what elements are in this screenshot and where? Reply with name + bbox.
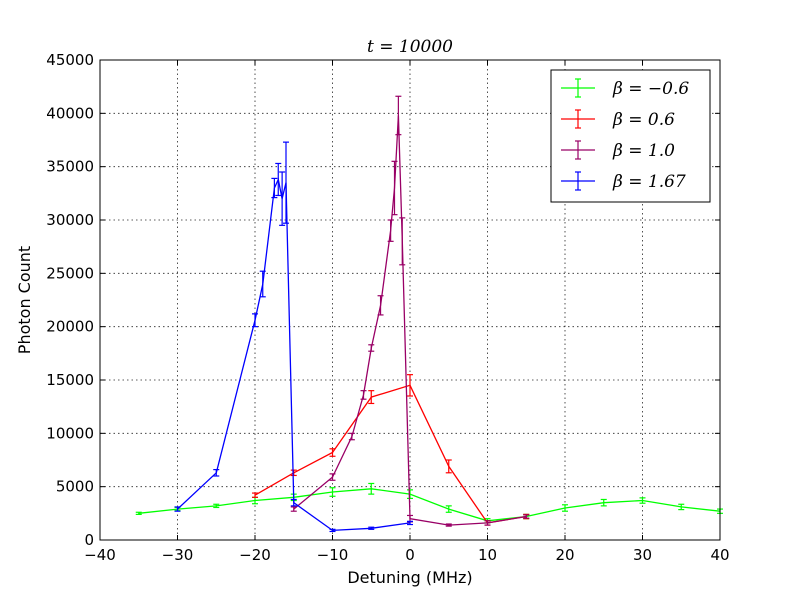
legend-item: β = 0.6 bbox=[561, 109, 675, 130]
y-axis-label: Photon Count bbox=[15, 246, 34, 354]
x-tick-label: −30 bbox=[162, 546, 194, 564]
data-point-errorbar bbox=[213, 469, 220, 477]
data-point-errorbar bbox=[445, 523, 452, 527]
data-point-errorbar bbox=[678, 503, 685, 511]
x-tick-label: −10 bbox=[317, 546, 349, 564]
legend-label: β = −0.6 bbox=[612, 79, 689, 99]
series-line bbox=[254, 384, 527, 524]
data-point-errorbar bbox=[174, 506, 181, 512]
x-axis-label: Detuning (MHz) bbox=[347, 568, 472, 587]
data-point-errorbar bbox=[639, 497, 646, 504]
x-tick-label: −20 bbox=[239, 546, 271, 564]
series-line bbox=[138, 488, 721, 522]
series-3 bbox=[290, 95, 530, 527]
legend: β = −0.6 β = 0.6 β = 1.0 β = 1.67 bbox=[550, 69, 711, 203]
data-point-errorbar bbox=[368, 344, 375, 352]
legend-label: β = 1.67 bbox=[612, 172, 686, 192]
data-point-errorbar bbox=[348, 432, 355, 441]
y-tick-label: 5000 bbox=[56, 478, 94, 496]
y-tick-label: 30000 bbox=[46, 211, 94, 229]
x-tick-label: 10 bbox=[478, 546, 497, 564]
y-tick-label: 0 bbox=[84, 531, 94, 549]
series-layer bbox=[135, 95, 723, 533]
data-point-errorbar bbox=[360, 390, 367, 400]
data-point-errorbar bbox=[252, 313, 258, 328]
data-point-errorbar bbox=[523, 514, 530, 519]
legend-label: β = 0.6 bbox=[612, 110, 675, 130]
x-tick-label: 30 bbox=[633, 546, 652, 564]
data-point-errorbar bbox=[135, 511, 142, 516]
data-point-errorbar bbox=[329, 487, 336, 497]
data-point-errorbar bbox=[368, 390, 375, 405]
data-point-errorbar bbox=[562, 504, 568, 512]
data-point-errorbar bbox=[484, 520, 491, 526]
x-tick-label: −40 bbox=[84, 546, 116, 564]
series-4 bbox=[174, 141, 413, 533]
data-point-errorbar bbox=[377, 295, 384, 316]
data-point-errorbar bbox=[395, 95, 402, 136]
grid bbox=[100, 60, 720, 540]
data-point-errorbar bbox=[213, 503, 220, 509]
data-point-errorbar bbox=[290, 506, 297, 512]
y-tick-label: 45000 bbox=[46, 51, 94, 69]
data-point-errorbar bbox=[275, 162, 282, 197]
data-point-errorbar bbox=[329, 528, 336, 533]
data-point-errorbar bbox=[259, 270, 266, 298]
y-tick-label: 35000 bbox=[46, 158, 94, 176]
data-point-errorbar bbox=[329, 473, 336, 481]
y-tick-label: 10000 bbox=[46, 424, 94, 442]
y-tick-label: 20000 bbox=[46, 318, 94, 336]
series-line bbox=[293, 115, 527, 526]
y-tick-label: 25000 bbox=[46, 264, 94, 282]
legend-item: β = 1.67 bbox=[561, 171, 686, 192]
data-point-errorbar bbox=[252, 492, 258, 498]
data-point-errorbar bbox=[279, 171, 286, 226]
y-tick-label: 40000 bbox=[46, 104, 94, 122]
data-point-errorbar bbox=[445, 459, 452, 474]
x-tick-label: 20 bbox=[555, 546, 574, 564]
x-tick-label: 0 bbox=[405, 546, 415, 564]
data-point-errorbar bbox=[387, 219, 394, 242]
legend-label: β = 1.0 bbox=[612, 141, 675, 161]
data-point-errorbar bbox=[407, 520, 413, 526]
x-tick-label: 40 bbox=[710, 546, 729, 564]
data-point-errorbar bbox=[368, 526, 375, 530]
legend-item: β = 1.0 bbox=[561, 140, 675, 161]
chart-title: t = 10000 bbox=[367, 37, 453, 57]
data-point-errorbar bbox=[407, 374, 413, 397]
data-point-errorbar bbox=[329, 448, 336, 457]
data-point-errorbar bbox=[283, 141, 289, 224]
data-point-errorbar bbox=[368, 482, 375, 495]
ticks: −40 −30 −20 −10 0 10 20 30 40 0 5000 10000 15000 2000… bbox=[46, 51, 729, 564]
legend-item: β = −0.6 bbox=[561, 78, 689, 99]
data-point-errorbar bbox=[290, 498, 297, 507]
data-point-errorbar bbox=[391, 160, 398, 216]
data-point-errorbar bbox=[271, 177, 278, 199]
y-tick-label: 15000 bbox=[46, 371, 94, 389]
data-point-errorbar bbox=[399, 217, 406, 266]
data-point-errorbar bbox=[445, 505, 452, 513]
data-point-errorbar bbox=[600, 498, 607, 507]
series-line bbox=[177, 177, 411, 532]
